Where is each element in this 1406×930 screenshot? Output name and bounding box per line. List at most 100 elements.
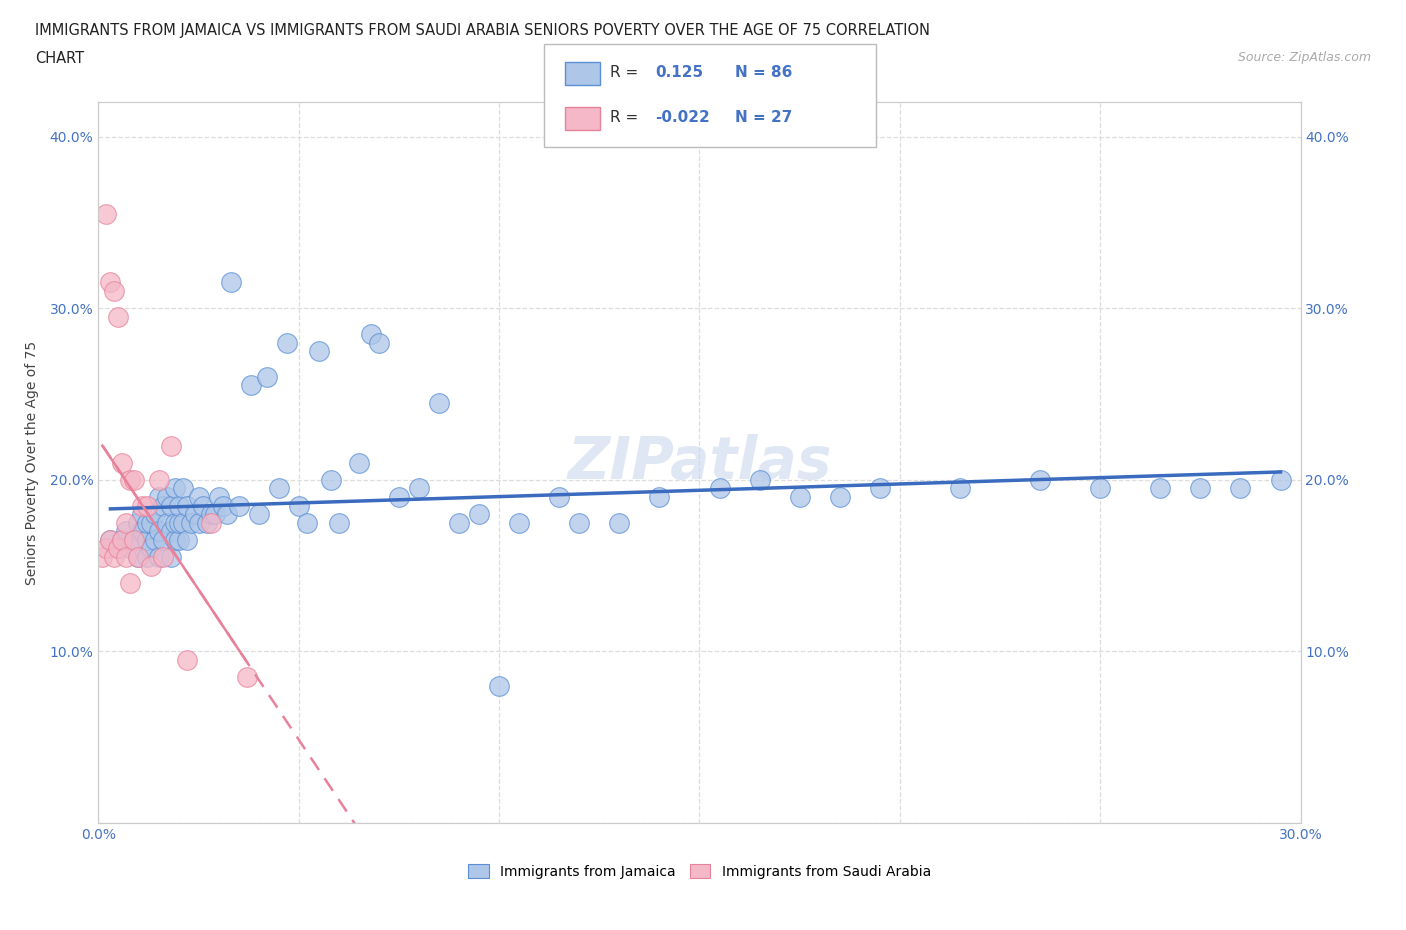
Point	[789, 489, 811, 504]
Point	[115, 524, 138, 538]
Point	[111, 456, 134, 471]
Point	[388, 489, 411, 504]
Point	[869, 481, 891, 496]
Point	[120, 576, 142, 591]
Point	[200, 515, 222, 530]
Point	[167, 533, 190, 548]
Point	[139, 541, 162, 556]
Point	[135, 550, 157, 565]
Point	[159, 524, 181, 538]
Point	[100, 275, 122, 290]
Y-axis label: Seniors Poverty Over the Age of 75: Seniors Poverty Over the Age of 75	[24, 340, 38, 585]
Point	[347, 456, 370, 471]
Point	[247, 507, 270, 522]
Text: -0.022: -0.022	[655, 111, 710, 126]
Point	[204, 507, 226, 522]
Point	[120, 472, 142, 487]
Point	[408, 481, 430, 496]
Text: R =: R =	[610, 65, 644, 80]
Point	[135, 515, 157, 530]
Point	[176, 653, 198, 668]
Point	[96, 541, 118, 556]
Point	[1189, 481, 1212, 496]
Text: N = 27: N = 27	[735, 111, 793, 126]
Point	[187, 515, 209, 530]
Point	[228, 498, 250, 513]
Point	[949, 481, 972, 496]
Point	[100, 533, 122, 548]
Point	[187, 489, 209, 504]
Point	[152, 498, 174, 513]
Point	[115, 550, 138, 565]
Point	[111, 533, 134, 548]
Point	[328, 515, 350, 530]
Text: ZIPatlas: ZIPatlas	[567, 434, 832, 491]
Point	[107, 541, 129, 556]
Point	[155, 489, 177, 504]
Point	[488, 678, 510, 693]
Point	[828, 489, 851, 504]
Point	[148, 472, 170, 487]
Point	[172, 481, 194, 496]
Point	[239, 378, 262, 392]
Point	[131, 524, 153, 538]
Point	[167, 498, 190, 513]
Point	[135, 533, 157, 548]
Point	[124, 472, 146, 487]
Point	[115, 515, 138, 530]
Point	[648, 489, 671, 504]
Point	[163, 515, 186, 530]
Point	[235, 670, 257, 684]
Point	[219, 275, 242, 290]
Point	[427, 395, 450, 410]
Point	[128, 515, 150, 530]
Point	[295, 515, 318, 530]
Point	[103, 550, 125, 565]
Point	[191, 498, 214, 513]
Point	[267, 481, 290, 496]
Text: CHART: CHART	[35, 51, 84, 66]
Legend: Immigrants from Jamaica, Immigrants from Saudi Arabia: Immigrants from Jamaica, Immigrants from…	[463, 858, 936, 884]
Point	[167, 515, 190, 530]
Point	[124, 533, 146, 548]
Point	[215, 507, 238, 522]
Point	[1270, 472, 1292, 487]
Point	[172, 515, 194, 530]
Point	[128, 550, 150, 565]
Point	[1229, 481, 1251, 496]
Point	[308, 344, 330, 359]
Point	[368, 335, 391, 350]
Point	[152, 550, 174, 565]
Point	[148, 550, 170, 565]
Point	[155, 515, 177, 530]
Point	[176, 498, 198, 513]
Point	[139, 558, 162, 573]
Point	[468, 507, 491, 522]
Point	[100, 533, 122, 548]
Point	[709, 481, 731, 496]
Point	[180, 515, 202, 530]
Point	[1029, 472, 1052, 487]
Point	[163, 481, 186, 496]
Point	[508, 515, 530, 530]
Point	[159, 438, 181, 453]
Text: Source: ZipAtlas.com: Source: ZipAtlas.com	[1237, 51, 1371, 64]
Point	[159, 550, 181, 565]
Text: 0.125: 0.125	[655, 65, 703, 80]
Point	[131, 507, 153, 522]
Text: IMMIGRANTS FROM JAMAICA VS IMMIGRANTS FROM SAUDI ARABIA SENIORS POVERTY OVER THE: IMMIGRANTS FROM JAMAICA VS IMMIGRANTS FR…	[35, 23, 931, 38]
Point	[148, 489, 170, 504]
Point	[120, 541, 142, 556]
Point	[183, 507, 205, 522]
Point	[208, 489, 231, 504]
Point	[319, 472, 342, 487]
Point	[568, 515, 591, 530]
Point	[195, 515, 218, 530]
Point	[288, 498, 311, 513]
Point	[148, 524, 170, 538]
Point	[1149, 481, 1171, 496]
Point	[360, 326, 382, 341]
Point	[548, 489, 571, 504]
Point	[103, 284, 125, 299]
Point	[107, 310, 129, 325]
